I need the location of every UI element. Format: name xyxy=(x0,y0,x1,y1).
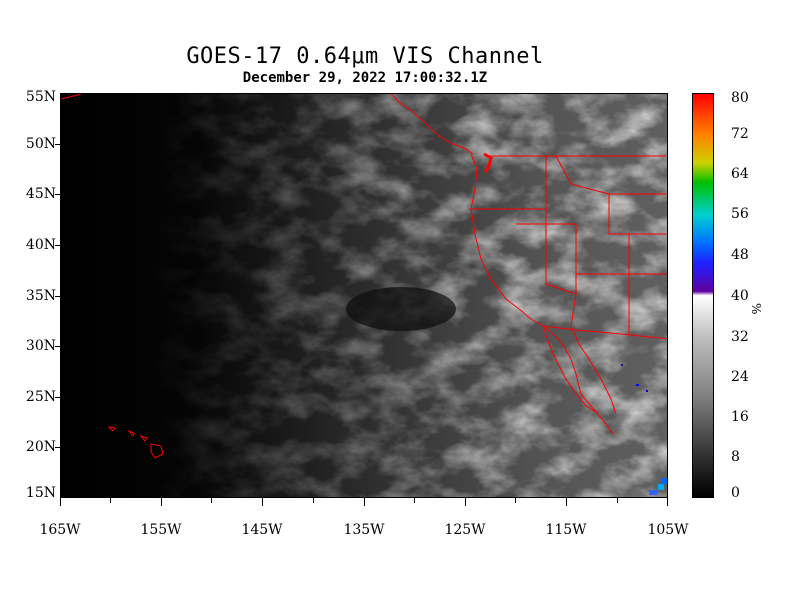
colorbar-unit: % xyxy=(749,303,763,315)
lat-tick xyxy=(55,245,60,246)
satellite-image-panel xyxy=(60,93,668,498)
lat-label-25: 25N xyxy=(25,389,56,405)
colorbar-label-72: 72 xyxy=(731,126,749,142)
saturated-pixels xyxy=(621,364,667,495)
lon-label-135: 135W xyxy=(343,522,385,538)
lon-tick xyxy=(211,498,212,503)
satellite-map xyxy=(61,94,667,497)
lon-label-165: 165W xyxy=(39,522,81,538)
map-subtitle: December 29, 2022 17:00:32.1Z xyxy=(242,70,488,86)
lat-label-30: 30N xyxy=(25,338,56,354)
colorbar-label-80: 80 xyxy=(731,90,749,106)
lat-tick xyxy=(55,144,60,145)
lat-label-50: 50N xyxy=(25,136,56,152)
colorbar-label-64: 64 xyxy=(731,166,749,182)
lon-label-125: 125W xyxy=(444,522,486,538)
lat-label-20: 20N xyxy=(25,439,56,455)
colorbar-label-32: 32 xyxy=(731,329,749,345)
colorbar-label-40: 40 xyxy=(731,288,749,304)
colorbar-label-48: 48 xyxy=(731,247,749,263)
lat-tick xyxy=(55,194,60,195)
lon-tick xyxy=(414,498,415,503)
colorbar-label-56: 56 xyxy=(731,206,749,222)
colorbar xyxy=(692,93,714,498)
lon-tick xyxy=(617,498,618,503)
lat-label-55: 55N xyxy=(25,89,56,105)
lat-label-15: 15N xyxy=(25,485,56,501)
clear-ocean-area xyxy=(346,287,456,331)
lon-tick xyxy=(667,498,668,506)
colorbar-label-8: 8 xyxy=(731,449,740,465)
lon-label-155: 155W xyxy=(140,522,182,538)
lat-tick xyxy=(55,296,60,297)
lon-tick xyxy=(110,498,111,503)
lon-tick xyxy=(161,498,162,506)
lat-label-45: 45N xyxy=(25,186,56,202)
lon-tick xyxy=(566,498,567,506)
lon-label-145: 145W xyxy=(241,522,283,538)
lon-tick xyxy=(515,498,516,503)
map-title: GOES-17 0.64μm VIS Channel xyxy=(186,44,544,69)
colorbar-label-0: 0 xyxy=(731,485,740,501)
lat-label-40: 40N xyxy=(25,237,56,253)
lat-tick xyxy=(55,447,60,448)
lon-tick xyxy=(262,498,263,506)
lon-label-115: 115W xyxy=(545,522,587,538)
lon-label-105: 105W xyxy=(647,522,689,538)
colorbar-label-24: 24 xyxy=(731,369,749,385)
colorbar-label-16: 16 xyxy=(731,409,749,425)
lon-tick xyxy=(313,498,314,503)
lat-label-35: 35N xyxy=(25,288,56,304)
lat-tick xyxy=(55,397,60,398)
lon-tick xyxy=(60,498,61,506)
political-boundaries xyxy=(61,94,667,459)
lat-tick xyxy=(55,346,60,347)
lon-tick xyxy=(364,498,365,506)
lon-tick xyxy=(465,498,466,506)
